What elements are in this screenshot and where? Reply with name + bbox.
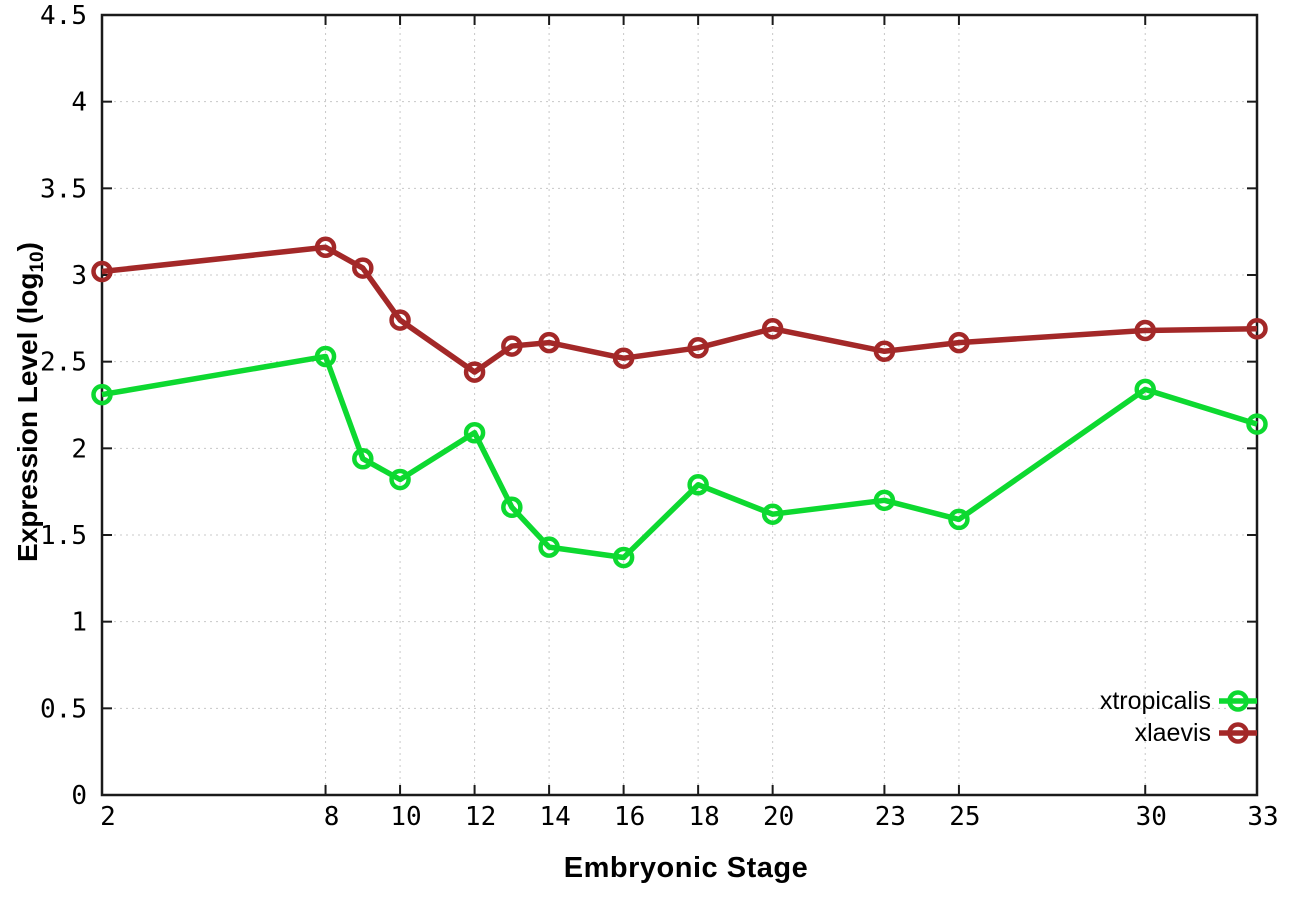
data-point-marker	[389, 468, 411, 491]
y-tick-label: 2	[71, 434, 87, 464]
data-point-marker	[91, 383, 113, 406]
y-tick-label: 0.5	[40, 694, 87, 724]
data-point-marker	[612, 347, 635, 369]
legend-swatch-xlaevis	[1219, 722, 1257, 744]
y-tick-label: 3.5	[40, 174, 87, 204]
data-point-marker	[463, 421, 486, 444]
legend-swatch-xtropicalis	[1219, 690, 1257, 712]
data-point-marker	[687, 473, 709, 496]
legend-label-xtropicalis: xtropicalis	[1099, 687, 1211, 715]
tick-marks	[101, 14, 1258, 796]
x-tick-label: 18	[688, 802, 719, 832]
data-point-marker	[687, 337, 709, 359]
x-tick-label: 2	[100, 802, 116, 832]
data-point-marker	[1134, 319, 1156, 342]
x-tick-label: 25	[949, 802, 980, 832]
data-point-marker	[873, 489, 896, 512]
y-tick-label: 4.5	[40, 1, 87, 31]
x-tick-label: 30	[1136, 802, 1167, 832]
y-tick-label: 3	[71, 261, 87, 291]
data-point-marker	[761, 317, 784, 340]
gridlines	[102, 15, 1257, 795]
y-axis-title: Expression Level (log10)	[11, 152, 48, 652]
data-point-marker	[352, 257, 374, 279]
data-point-marker	[1246, 413, 1268, 435]
x-axis-title: Embryonic Stage	[563, 852, 809, 884]
data-point-marker	[463, 361, 486, 383]
series-line-xlaevis	[101, 244, 1258, 375]
x-tick-label: 14	[539, 802, 570, 832]
data-point-marker	[538, 536, 560, 558]
y-tick-label: 1	[71, 608, 87, 638]
tick-labels: 0 0.5 1 1.5 2 2.5 3 3.5 4 4.5 2 8 10 12 14 16 18 20 23 25 30…	[40, 1, 1279, 832]
data-point-marker	[538, 331, 560, 354]
y-axis-title-subscript: 10	[27, 251, 48, 273]
data-point-marker	[91, 260, 113, 283]
data-point-marker	[314, 345, 337, 368]
x-tick-label: 23	[875, 802, 906, 832]
y-tick-label: 0	[71, 781, 87, 811]
data-point-marker	[761, 503, 784, 525]
data-point-marker	[501, 496, 523, 519]
x-tick-label: 10	[390, 802, 421, 832]
x-tick-label: 33	[1247, 802, 1278, 832]
data-point-marker	[612, 546, 635, 569]
data-point-marker	[314, 236, 337, 259]
x-tick-label: 12	[465, 802, 496, 832]
plot-border	[100, 13, 1259, 797]
data-point-marker	[948, 508, 970, 531]
legend: xtropicalis xlaevis	[1100, 685, 1257, 749]
data-point-marker	[1134, 378, 1156, 401]
series-line-xtropicalis	[101, 353, 1258, 561]
series-xlaevis	[91, 236, 1268, 383]
y-axis-title-suffix: )	[12, 242, 43, 252]
series-xtropicalis	[91, 345, 1268, 569]
data-point-marker	[352, 447, 374, 470]
data-point-marker	[948, 331, 970, 354]
data-point-marker	[1246, 317, 1268, 340]
x-tick-label: 8	[324, 802, 340, 832]
y-tick-label: 1.5	[40, 521, 87, 551]
data-point-marker	[389, 309, 411, 331]
legend-label-xlaevis: xlaevis	[1134, 719, 1211, 747]
y-tick-label: 2.5	[40, 348, 87, 378]
y-tick-label: 4	[71, 88, 87, 118]
data-point-marker	[501, 335, 523, 357]
legend-item-xlaevis: xlaevis	[1100, 717, 1257, 749]
data-point-marker	[873, 340, 896, 363]
y-axis-title-text: Expression Level (log	[12, 272, 43, 562]
x-tick-label: 16	[614, 802, 645, 832]
x-tick-label: 20	[763, 802, 794, 832]
legend-item-xtropicalis: xtropicalis	[1100, 685, 1257, 717]
